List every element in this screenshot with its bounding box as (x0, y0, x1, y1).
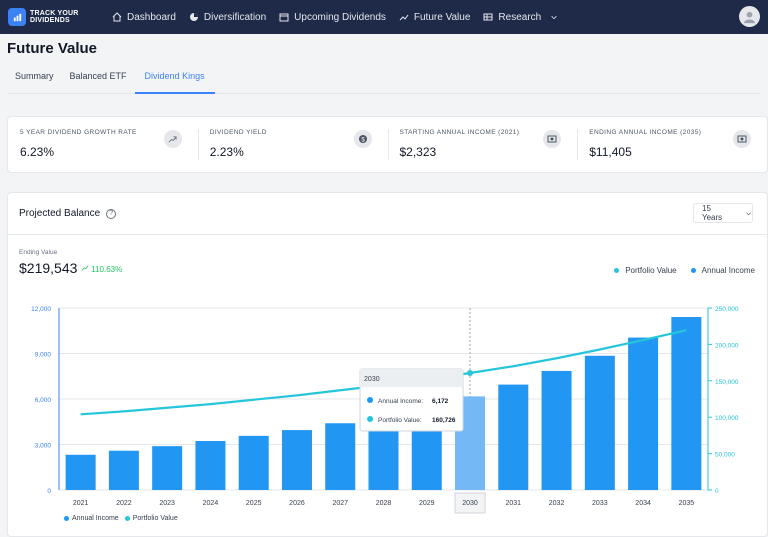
user-icon (742, 9, 757, 24)
chevron-down-icon (550, 13, 558, 21)
logo-line2: DIVIDENDS (30, 17, 79, 24)
income-bar (325, 423, 355, 490)
logo-line1: TRACK YOUR (30, 10, 79, 17)
right-axis-tick-label: 50,000 (715, 452, 735, 459)
nav-future-value-label: Future Value (414, 12, 471, 23)
income-bar (109, 451, 139, 490)
x-axis-tick-label: 2025 (246, 500, 262, 507)
projected-balance-card: Projected Balance ? 15 Years Ending Valu… (7, 192, 768, 537)
right-axis-tick-label: 0 (715, 488, 719, 495)
stat-value: $11,405 (589, 145, 755, 159)
x-axis-tick-label: 2030 (462, 500, 478, 507)
income-bar (498, 385, 528, 490)
nav-diversification[interactable]: Diversification (189, 12, 266, 23)
home-icon (112, 12, 122, 22)
stat-dividend-yield: DIVIDEND YIELD 2.23% $ (198, 117, 388, 172)
legend-income-bottom-label: Annual Income (72, 515, 119, 522)
income-bar (585, 356, 615, 490)
stat-growth-rate: 5 YEAR DIVIDEND GROWTH RATE 6.23% (8, 117, 198, 172)
stat-label: ENDING ANNUAL INCOME (2035) (589, 129, 755, 136)
income-bar (239, 436, 269, 490)
x-axis-tick-label: 2029 (419, 500, 435, 507)
cash-icon (733, 130, 751, 148)
legend-portfolio-bottom[interactable]: Portfolio Value (125, 515, 178, 522)
tab-dividend-kings[interactable]: Dividend Kings (135, 62, 215, 94)
stat-value: 2.23% (210, 145, 376, 159)
tooltip-portfolio-value: 160,726 (432, 417, 456, 424)
calendar-icon (279, 12, 289, 22)
table-icon (483, 12, 493, 22)
income-bar (152, 446, 182, 490)
tooltip-income-value: 6,172 (432, 398, 449, 405)
nav-upcoming-dividends-label: Upcoming Dividends (294, 12, 386, 23)
income-bar (195, 441, 225, 490)
stat-starting-income: STARTING ANNUAL INCOME (2021) $2,323 (388, 117, 578, 172)
stat-label: STARTING ANNUAL INCOME (2021) (400, 129, 566, 136)
x-axis-tick-label: 2031 (506, 500, 522, 507)
nav-research-label: Research (498, 12, 541, 23)
legend-bottom: Annual Income Portfolio Value (64, 515, 178, 522)
trend-icon (399, 12, 409, 22)
x-axis-tick-label: 2023 (159, 500, 175, 507)
tab-balanced-etf[interactable]: Balanced ETF (62, 62, 135, 94)
tooltip-portfolio-dot (367, 416, 373, 422)
x-axis-tick-label: 2024 (203, 500, 219, 507)
left-axis-tick-label: 12,000 (31, 306, 51, 313)
nav-upcoming-dividends[interactable]: Upcoming Dividends (279, 12, 386, 23)
x-axis-tick-label: 2021 (73, 500, 89, 507)
x-axis-tick-label: 2033 (592, 500, 608, 507)
user-avatar[interactable] (739, 6, 760, 27)
x-axis-tick-label: 2027 (332, 500, 348, 507)
top-nav: TRACK YOUR DIVIDENDS Dashboard Diversifi… (0, 0, 768, 34)
nav-future-value[interactable]: Future Value (399, 12, 471, 23)
tab-bar: Summary Balanced ETF Dividend Kings (7, 62, 761, 94)
tooltip-portfolio-label: Portfolio Value: (378, 417, 422, 424)
legend-portfolio-bottom-label: Portfolio Value (133, 515, 178, 522)
tooltip-income-dot (367, 397, 373, 403)
portfolio-point-highlight (467, 370, 473, 376)
x-axis-tick-label: 2022 (116, 500, 132, 507)
right-axis-tick-label: 200,000 (715, 342, 739, 349)
right-axis-tick-label: 150,000 (715, 379, 739, 386)
tab-summary[interactable]: Summary (7, 62, 62, 94)
legend-income-bottom[interactable]: Annual Income (64, 515, 119, 522)
tooltip-income-label: Annual Income: (378, 398, 423, 405)
tooltip-year: 2030 (364, 376, 380, 383)
income-bar (542, 371, 572, 490)
x-axis-tick-label: 2028 (376, 500, 392, 507)
left-axis-tick-label: 0 (47, 488, 51, 495)
stat-label: DIVIDEND YIELD (210, 129, 376, 136)
left-axis-tick-label: 3,000 (35, 443, 52, 450)
x-axis-tick-label: 2034 (635, 500, 651, 507)
income-bar (628, 338, 658, 490)
left-axis-tick-label: 9,000 (35, 352, 52, 359)
left-axis-tick-label: 6,000 (35, 397, 52, 404)
stat-label: 5 YEAR DIVIDEND GROWTH RATE (20, 129, 186, 136)
income-bar (282, 430, 312, 490)
logo-icon (8, 8, 26, 26)
income-bar (671, 317, 701, 490)
income-bar (66, 455, 96, 490)
logo[interactable]: TRACK YOUR DIVIDENDS (8, 8, 100, 26)
dollar-icon: $ (354, 130, 372, 148)
right-axis-tick-label: 100,000 (715, 415, 739, 422)
x-axis-tick-label: 2035 (679, 500, 695, 507)
x-axis-tick-label: 2026 (289, 500, 305, 507)
pie-icon (189, 12, 199, 22)
nav-diversification-label: Diversification (204, 12, 266, 23)
x-axis-tick-label: 2032 (549, 500, 565, 507)
stat-value: 6.23% (20, 145, 186, 159)
nav-research[interactable]: Research (483, 12, 558, 23)
nav-dashboard-label: Dashboard (127, 12, 176, 23)
trend-up-icon (164, 130, 182, 148)
stats-panel: 5 YEAR DIVIDEND GROWTH RATE 6.23% DIVIDE… (7, 116, 768, 173)
nav-dashboard[interactable]: Dashboard (112, 12, 176, 23)
stat-value: $2,323 (400, 145, 566, 159)
page-title: Future Value (7, 40, 97, 57)
stat-ending-income: ENDING ANNUAL INCOME (2035) $11,405 (577, 117, 767, 172)
right-axis-tick-label: 250,000 (715, 306, 739, 313)
projected-balance-chart: 0 3,000 6,000 9,000 12,000 0 50,000 100,000 150,… (8, 193, 768, 533)
